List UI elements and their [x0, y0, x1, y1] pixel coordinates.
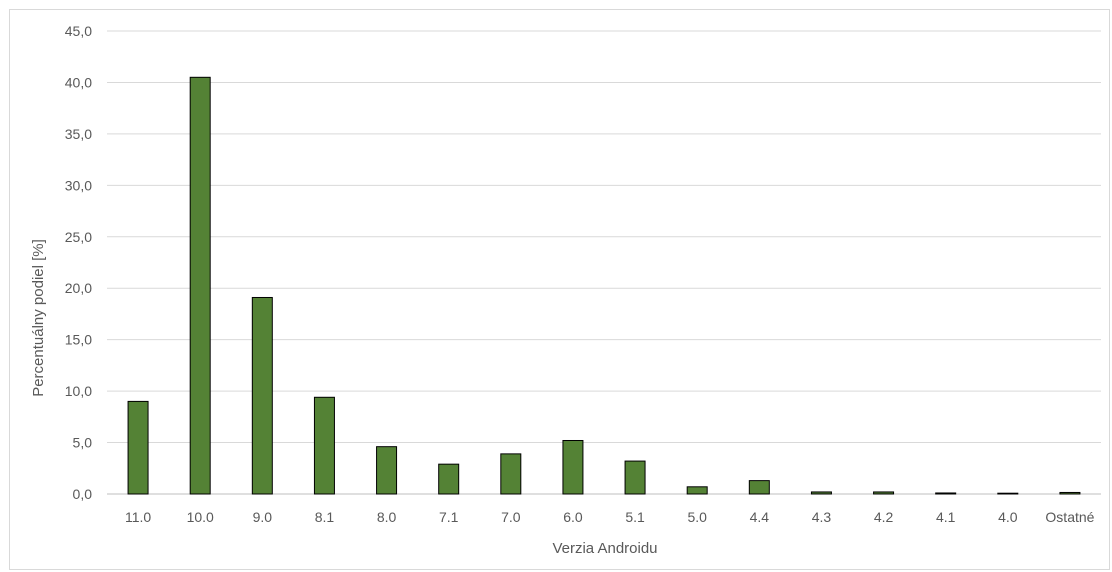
bar — [748, 480, 770, 495]
bar — [624, 460, 646, 495]
x-tick-label: 7.0 — [501, 509, 521, 525]
x-tick-label: 7.1 — [439, 509, 459, 525]
y-tick-label: 0,0 — [73, 486, 93, 502]
y-tick-label: 5,0 — [73, 435, 93, 451]
y-axis-title: Percentuálny podiel [%] — [30, 239, 47, 397]
y-tick-label: 35,0 — [65, 126, 92, 142]
bar — [189, 76, 211, 495]
x-tick-label: 5.0 — [687, 509, 707, 525]
y-tick-label: 30,0 — [65, 177, 92, 193]
x-tick-label: 8.0 — [377, 509, 397, 525]
bar — [127, 400, 149, 495]
bar — [376, 446, 398, 495]
y-tick-label: 20,0 — [65, 280, 92, 296]
x-tick-label: 9.0 — [253, 509, 273, 525]
bar — [438, 463, 460, 495]
x-tick-label: 4.4 — [750, 509, 770, 525]
bar — [500, 453, 522, 495]
x-tick-label: 4.3 — [812, 509, 832, 525]
x-tick-label: 4.2 — [874, 509, 894, 525]
x-tick-label: 5.1 — [625, 509, 645, 525]
y-tick-label: 25,0 — [65, 229, 92, 245]
bar — [935, 492, 957, 495]
y-tick-label: 15,0 — [65, 332, 92, 348]
y-tick-label: 10,0 — [65, 383, 92, 399]
bar — [873, 491, 895, 495]
x-tick-label: 8.1 — [315, 509, 335, 525]
bar — [251, 296, 273, 495]
bar — [997, 492, 1019, 495]
bar — [562, 439, 584, 495]
x-tick-label: Ostatné — [1045, 509, 1094, 525]
x-tick-label: 4.0 — [998, 509, 1018, 525]
x-tick-label: 4.1 — [936, 509, 956, 525]
y-tick-labels: 0,0 5,0 10,0 15,0 20,0 25,0 30,0 35,0 40,0 45,0 — [65, 23, 92, 502]
bar — [1059, 491, 1081, 495]
x-tick-labels: 11.0 10.0 9.0 8.1 8.0 7.1 7.0 6.0 5.1 5.0 4.4 4.3 4.… — [125, 509, 1095, 525]
bar — [313, 396, 335, 495]
x-axis-title: Verzia Androidu — [552, 540, 657, 557]
bar — [686, 486, 708, 495]
y-tick-label: 45,0 — [65, 23, 92, 39]
x-tick-label: 11.0 — [125, 509, 151, 525]
bars — [127, 76, 1081, 495]
x-tick-label: 6.0 — [563, 509, 583, 525]
x-tick-label: 10.0 — [187, 509, 214, 525]
y-tick-label: 40,0 — [65, 74, 92, 90]
bar — [810, 491, 832, 495]
